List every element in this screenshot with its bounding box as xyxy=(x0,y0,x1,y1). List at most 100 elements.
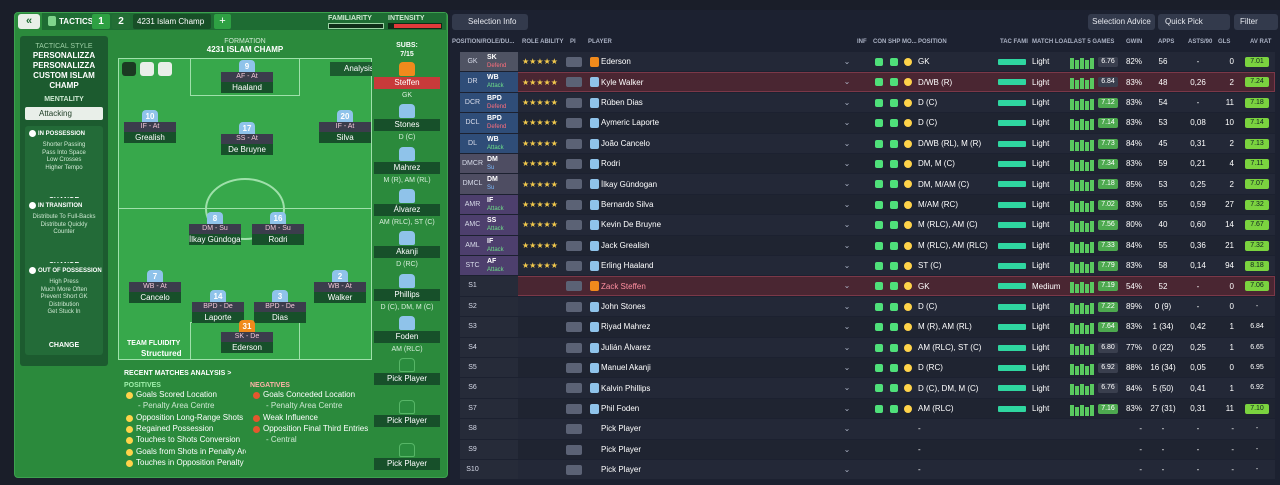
fluidity-value: Structured xyxy=(141,349,182,358)
player-name[interactable]: Walker xyxy=(314,292,366,303)
sub-name[interactable]: Foden xyxy=(374,330,440,343)
player-dropdown[interactable]: ⌄ xyxy=(843,261,851,270)
instruction: Distribute Quickly xyxy=(40,221,88,228)
player-dropdown[interactable]: ⌄ xyxy=(843,118,851,128)
tac-fami-bar xyxy=(998,242,1026,249)
selection-info[interactable]: Selection Info xyxy=(452,14,528,30)
pi-icon xyxy=(566,118,582,129)
player-name[interactable]: İlkay Gündogan xyxy=(189,234,241,245)
selection-advice[interactable]: Selection Advice xyxy=(1088,14,1155,30)
player-dropdown[interactable]: ⌄ xyxy=(843,383,851,393)
player-name[interactable]: De Bruyne xyxy=(221,144,273,155)
player-name[interactable]: Rodri xyxy=(252,234,304,245)
asts-per-90: - xyxy=(1196,465,1200,475)
tactic-dropdown[interactable]: 4231 Islam Champ xyxy=(133,14,211,29)
view-icon-3[interactable] xyxy=(158,62,172,76)
pi-icon xyxy=(566,281,582,292)
table-row[interactable] xyxy=(460,419,1275,439)
asts-per-90: 0,31 xyxy=(1190,404,1206,413)
filter[interactable]: Filter xyxy=(1234,14,1278,30)
player-dropdown[interactable]: ⌄ xyxy=(843,403,851,413)
form-bar xyxy=(1085,100,1089,110)
shirt-icon xyxy=(590,342,599,353)
form-bar xyxy=(1080,364,1084,375)
form-bar xyxy=(1080,221,1084,233)
player-dropdown[interactable]: ⌄ xyxy=(843,138,851,148)
player-dropdown[interactable]: ⌄ xyxy=(843,57,851,66)
player-dropdown[interactable]: ⌄ xyxy=(843,159,851,168)
role-duty: Attack xyxy=(487,246,504,253)
subs-label: SUBS: xyxy=(396,42,418,49)
gwin: 84% xyxy=(1125,383,1142,393)
form-bar xyxy=(1080,180,1084,192)
view-icon-2[interactable] xyxy=(140,62,154,76)
player-role: DM - Su xyxy=(189,224,241,234)
change-button[interactable]: CHANGE xyxy=(48,342,80,349)
role-cell xyxy=(485,133,518,153)
player-dropdown[interactable]: ⌄ xyxy=(843,77,851,87)
sub-name[interactable]: Pick Player xyxy=(374,373,440,386)
role-name: DM xyxy=(487,156,498,163)
sub-name[interactable]: Steffen xyxy=(374,77,440,89)
player-dropdown[interactable]: ⌄ xyxy=(843,322,851,332)
sub-name[interactable]: Phillips xyxy=(374,288,440,301)
asts-per-90: - xyxy=(1196,57,1200,67)
player-name[interactable]: Haaland xyxy=(221,82,273,93)
player-dropdown[interactable]: ⌄ xyxy=(843,281,851,291)
form-value: 7.12 xyxy=(1098,97,1118,108)
player-dropdown[interactable]: ⌄ xyxy=(843,97,851,107)
player-dropdown[interactable]: ⌄ xyxy=(843,301,851,311)
player-dropdown[interactable]: ⌄ xyxy=(843,424,851,434)
player-name: Kalvin Phillips xyxy=(601,383,651,393)
role-duty: Su xyxy=(487,185,495,192)
tactic-tab[interactable]: 1 xyxy=(92,14,110,29)
morale-icon xyxy=(904,221,912,230)
tactic-tab[interactable]: 2 xyxy=(112,14,130,29)
role-duty: Attack xyxy=(487,205,504,212)
player-name[interactable]: Silva xyxy=(319,132,371,143)
column-header: MO... xyxy=(902,39,917,45)
form-bar xyxy=(1075,162,1079,171)
sub-name[interactable]: Akanji xyxy=(374,246,440,259)
table-row[interactable] xyxy=(460,439,1275,459)
player-name[interactable]: Cancelo xyxy=(129,292,181,303)
player-dropdown[interactable]: ⌄ xyxy=(843,444,851,454)
condition-heart xyxy=(875,200,883,209)
role-stars: ★★★★★ xyxy=(522,77,558,87)
sub-name[interactable]: Pick Player xyxy=(374,457,440,470)
player-dropdown[interactable]: ⌄ xyxy=(843,199,851,209)
player-role: WB - At xyxy=(314,282,366,292)
shirt: 2 xyxy=(332,270,348,284)
player-name: Jack Grealish xyxy=(601,240,650,250)
sub-name[interactable]: Stones xyxy=(374,119,440,132)
player-dropdown[interactable]: ⌄ xyxy=(843,220,851,230)
analysis-button[interactable]: Analysis xyxy=(330,62,372,76)
sub-name[interactable]: Mahrez xyxy=(374,161,440,174)
player-name[interactable]: Laporte xyxy=(192,312,244,323)
collapse-button[interactable]: « xyxy=(18,14,40,29)
style-name: PERSONALIZZA PERSONALIZZA CUSTOM ISLAM C… xyxy=(32,51,96,90)
mentality-dropdown[interactable]: Attacking xyxy=(25,107,103,120)
formation-label: FORMATION xyxy=(224,38,266,45)
player-name[interactable]: Ederson xyxy=(221,342,273,353)
player-dropdown[interactable]: ⌄ xyxy=(843,342,851,352)
pi-icon xyxy=(566,159,582,169)
slot-cell: GK xyxy=(460,52,485,72)
player-dropdown[interactable]: ⌄ xyxy=(843,363,851,372)
condition-heart xyxy=(875,323,883,332)
form-bar xyxy=(1080,98,1084,110)
sub-shirt xyxy=(399,315,415,330)
player-name[interactable]: Dias xyxy=(254,312,306,323)
table-row[interactable] xyxy=(460,460,1275,480)
sub-name[interactable]: Álvarez xyxy=(374,203,440,216)
quick-pick[interactable]: Quick Pick xyxy=(1158,14,1230,30)
add-tactic[interactable]: + xyxy=(214,14,231,29)
morale-icon xyxy=(904,404,912,413)
sub-name[interactable]: Pick Player xyxy=(374,415,440,428)
tac-fami-bar xyxy=(998,161,1026,167)
player-dropdown[interactable]: ⌄ xyxy=(843,179,851,189)
player-name[interactable]: Grealish xyxy=(124,132,176,143)
player-dropdown[interactable]: ⌄ xyxy=(843,465,851,474)
view-icon-1[interactable] xyxy=(122,62,136,76)
player-dropdown[interactable]: ⌄ xyxy=(843,240,851,250)
